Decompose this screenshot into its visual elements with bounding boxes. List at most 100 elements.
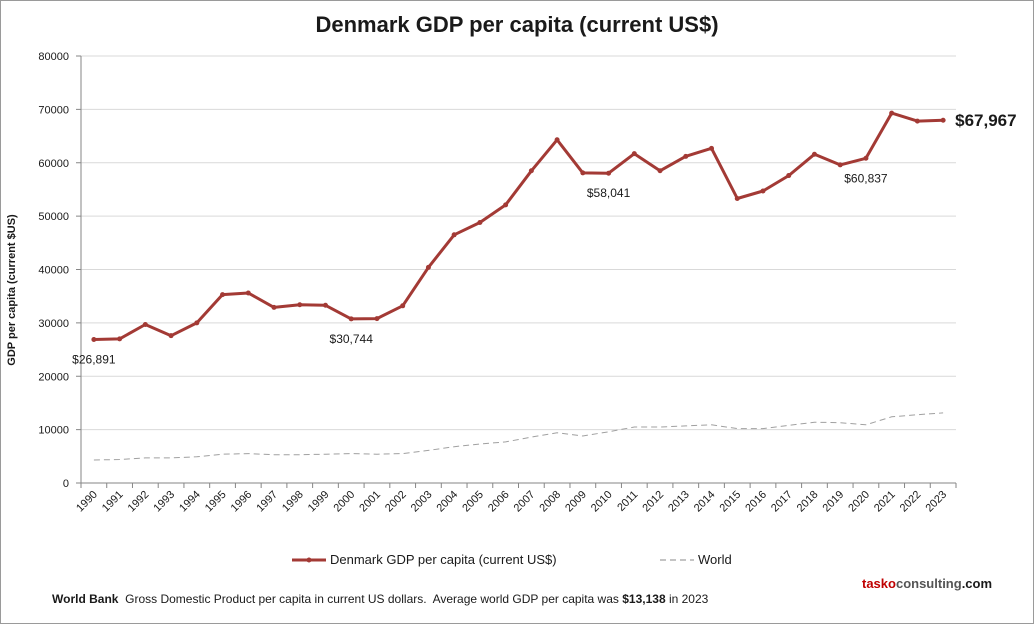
footer-source: World Bank — [52, 592, 119, 606]
x-tick-label: 1997 — [254, 489, 280, 515]
x-tick-label: 2023 — [923, 489, 949, 515]
brand-part-1: tasko — [862, 576, 896, 591]
footer-text-end: in 2023 — [665, 592, 709, 606]
x-tick-label: 2003 — [409, 489, 435, 515]
legend-label-world: World — [698, 552, 732, 567]
y-tick-label: 70000 — [38, 104, 69, 116]
x-tick-label: 1990 — [74, 489, 100, 515]
x-tick-label: 1996 — [229, 489, 255, 515]
data-point — [374, 316, 380, 322]
x-tick-label: 2018 — [795, 489, 821, 515]
x-tick-label: 1991 — [100, 489, 126, 515]
x-tick-label: 2006 — [486, 489, 512, 515]
data-point — [400, 303, 406, 309]
x-tick-label: 2017 — [769, 489, 795, 515]
data-point — [297, 302, 303, 308]
y-tick-label: 20000 — [38, 371, 69, 383]
legend-swatch-world — [660, 553, 694, 567]
data-point — [425, 264, 431, 270]
x-tick-label: 2010 — [589, 489, 615, 515]
x-tick-label: 2015 — [718, 489, 744, 515]
data-point — [142, 321, 148, 327]
data-point — [940, 117, 946, 123]
data-point — [734, 196, 740, 202]
x-tick-label: 1992 — [126, 489, 152, 515]
brand-part-2: consulting — [895, 576, 962, 591]
footer-text: Gross Domestic Product per capita in cur… — [118, 592, 623, 606]
footer-highlight: $13,138 — [622, 592, 666, 606]
legend-item-denmark: Denmark GDP per capita (current US$) — [292, 552, 557, 567]
y-tick-label: 50000 — [38, 211, 69, 223]
x-tick-label: 2014 — [692, 489, 718, 515]
data-point — [117, 336, 123, 342]
x-tick-label: 1998 — [280, 489, 306, 515]
data-point — [194, 320, 200, 326]
x-tick-label: 2001 — [357, 489, 383, 515]
data-point — [322, 302, 328, 308]
series-line-world — [93, 412, 944, 461]
x-tick-label: 2005 — [460, 489, 486, 515]
x-tick-label: 2008 — [537, 489, 563, 515]
x-tick-label: 2021 — [872, 489, 898, 515]
brand-logo: taskoconsulting.com — [862, 576, 992, 591]
x-tick-label: 2007 — [512, 489, 538, 515]
x-tick-label: 2004 — [434, 489, 460, 515]
data-point — [786, 173, 792, 179]
x-tick-label: 2020 — [846, 489, 872, 515]
data-point — [709, 145, 715, 151]
data-point — [168, 333, 174, 339]
legend-item-world: World — [660, 552, 732, 567]
y-tick-label: 30000 — [38, 318, 69, 330]
x-tick-label: 2011 — [615, 489, 640, 514]
data-point — [348, 316, 354, 322]
legend-label-denmark: Denmark GDP per capita (current US$) — [330, 552, 557, 567]
x-tick-label: 1994 — [177, 489, 203, 515]
data-point — [631, 151, 637, 157]
data-point — [914, 118, 920, 124]
data-point — [220, 292, 226, 298]
data-point — [245, 290, 251, 296]
data-label: $30,744 — [330, 332, 374, 346]
x-tick-label: 2009 — [563, 489, 589, 515]
data-point — [863, 155, 869, 161]
y-tick-label: 40000 — [38, 265, 69, 277]
data-point — [554, 137, 560, 143]
y-tick-label: 80000 — [38, 51, 69, 63]
brand-part-3: .com — [961, 576, 993, 591]
legend-swatch-denmark — [292, 553, 326, 567]
data-label: $67,967 — [955, 111, 1016, 130]
data-point — [657, 168, 663, 174]
x-tick-label: 2012 — [640, 489, 666, 515]
x-tick-label: 1995 — [203, 489, 229, 515]
data-point — [271, 304, 277, 310]
data-label: $26,891 — [72, 352, 116, 366]
x-tick-label: 1993 — [151, 489, 177, 515]
x-tick-label: 2013 — [666, 489, 692, 515]
data-point — [91, 336, 97, 342]
chart-title: Denmark GDP per capita (current US$) — [315, 12, 719, 37]
data-point — [503, 202, 509, 208]
data-point — [837, 162, 843, 168]
y-tick-label: 60000 — [38, 158, 69, 170]
x-tick-label: 2000 — [332, 489, 358, 515]
data-point — [683, 153, 689, 159]
legend: Denmark GDP per capita (current US$) Wor… — [0, 550, 1034, 572]
x-tick-label: 1999 — [306, 489, 332, 515]
y-tick-label: 0 — [63, 478, 69, 490]
x-tick-label: 2022 — [898, 489, 924, 515]
series-line-denmark — [93, 111, 944, 341]
x-tick-label: 2002 — [383, 489, 409, 515]
x-tick-label: 2016 — [743, 489, 769, 515]
data-label: $58,041 — [587, 186, 631, 200]
data-point — [477, 220, 483, 226]
data-label: $60,837 — [844, 171, 888, 185]
data-point — [528, 168, 534, 174]
x-tick-label: 2019 — [821, 489, 847, 515]
data-point — [451, 232, 457, 238]
data-point — [889, 110, 895, 116]
y-tick-label: 10000 — [38, 425, 69, 437]
data-point — [811, 151, 817, 157]
data-point — [760, 188, 766, 194]
